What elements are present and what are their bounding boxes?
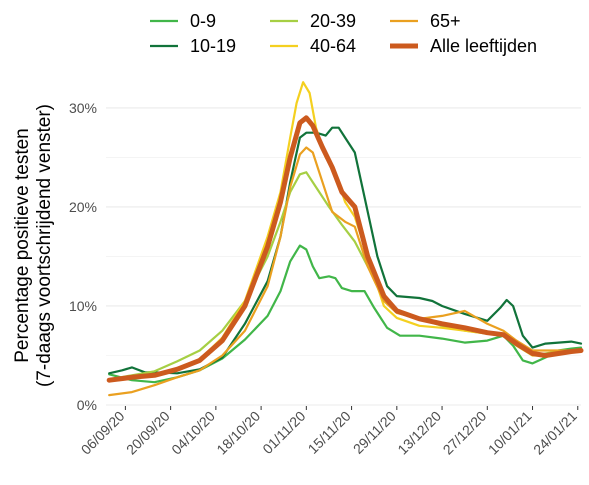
legend-label: 0-9: [190, 11, 216, 31]
legend-label: 10-19: [190, 36, 236, 56]
y-axis-title-line: (7-daags voortschrijdend venster): [34, 104, 55, 387]
y-tick-label: 0%: [77, 397, 97, 413]
y-tick-label: 30%: [69, 100, 97, 116]
legend-label: 40-64: [310, 36, 356, 56]
x-tick-label: 13/12/20: [394, 408, 444, 458]
y-axis-title-line: Percentage positieve testen: [12, 128, 33, 363]
legend-label: Alle leeftijden: [430, 36, 537, 56]
y-axis-tick-labels: 0% 10% 20% 30%: [69, 100, 97, 413]
x-axis: 06/09/2020/09/2004/10/2018/10/2001/11/20…: [78, 406, 580, 458]
legend: 0-9 10-19 20-39 40-64 65+ Alle leeftijden: [150, 11, 537, 56]
x-tick-label: 06/09/20: [78, 408, 128, 458]
series-lines: [106, 81, 584, 397]
x-tick-label: 24/01/21: [530, 408, 580, 458]
y-tick-label: 20%: [69, 199, 97, 215]
x-tick-label: 01/11/20: [259, 408, 308, 457]
x-tick-label: 29/11/20: [350, 408, 399, 457]
series-line: [108, 244, 583, 384]
series-line: [108, 146, 583, 397]
x-tick-label: 10/01/21: [485, 408, 535, 458]
y-axis-title: Percentage positieve testen (7-daags voor…: [12, 104, 55, 387]
legend-label: 65+: [430, 11, 461, 31]
y-tick-label: 10%: [69, 298, 97, 314]
x-tick-label: 04/10/20: [168, 408, 218, 458]
series-line: [106, 115, 584, 383]
legend-label: 20-39: [310, 11, 356, 31]
x-tick-label: 20/09/20: [123, 408, 173, 458]
x-tick-label: 27/12/20: [440, 408, 490, 458]
x-tick-label: 18/10/20: [213, 408, 263, 458]
x-tick-label: 15/11/20: [305, 408, 354, 457]
